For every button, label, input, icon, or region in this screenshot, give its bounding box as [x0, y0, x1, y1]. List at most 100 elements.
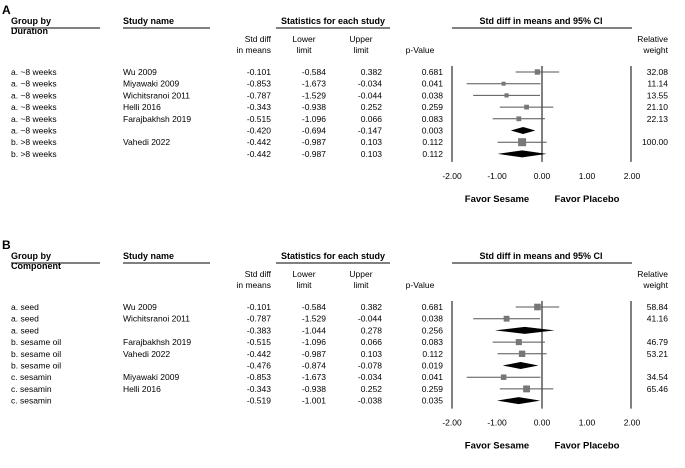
lower-limit-value: -0.938: [302, 384, 326, 394]
pooled-diamond: [497, 150, 547, 158]
p-value: 0.083: [422, 114, 444, 124]
smd-value: -0.515: [247, 337, 271, 347]
effect-marker: [515, 339, 522, 346]
upper-col-header: Upper: [349, 269, 372, 279]
forest-header: Std diff in means and 95% CI: [479, 251, 602, 261]
stats-header: Statistics for each study: [281, 16, 385, 26]
study-row: a. seed Wichitsranoi 2011 -0.787 -1.529 -0.0…: [11, 314, 668, 324]
group-label: a. ~8 weeks: [11, 79, 57, 89]
lower-limit-value: -0.938: [302, 102, 326, 112]
p-value: 0.038: [422, 314, 444, 324]
relative-weight: 41.16: [647, 314, 669, 324]
x-tick-label: 0.00: [534, 171, 551, 181]
lower-limit-value: -1.529: [302, 90, 326, 100]
group-label: a. ~8 weeks: [11, 90, 57, 100]
upper-limit-value: -0.044: [358, 314, 382, 324]
lower-limit-value: -1.529: [302, 314, 326, 324]
group-label: a. ~8 weeks: [11, 67, 57, 77]
study-row: b. sesame oil Farajbakhsh 2019 -0.515 -1.09…: [11, 337, 668, 347]
study-row: b. >8 weeks Vahedi 2022 -0.442 -0.987 0.103 0…: [11, 137, 668, 147]
relative-weight: 13.55: [647, 90, 669, 100]
smd-value: -0.787: [247, 90, 271, 100]
upper-col-header: Upper: [349, 34, 372, 44]
x-tick-label: 2.00: [624, 171, 641, 181]
group-label: a. seed: [11, 314, 39, 324]
panel-label: B: [2, 238, 11, 252]
pooled-diamond: [496, 397, 541, 405]
group-label: c. sesamin: [11, 384, 52, 394]
group-label: b. sesame oil: [11, 349, 61, 359]
group-label: c. sesamin: [11, 372, 52, 382]
effect-marker: [534, 303, 541, 311]
p-value: 0.019: [422, 361, 444, 371]
relative-weight: 21.10: [647, 102, 669, 112]
lower-limit-value: -1.001: [302, 396, 326, 406]
group-label: a. ~8 weeks: [11, 114, 57, 124]
relative-weight: 22.13: [647, 114, 669, 124]
x-tick-label: 0.00: [534, 418, 551, 428]
x-tick-label: -1.00: [487, 171, 507, 181]
lower-limit-value: -1.673: [302, 79, 326, 89]
effect-marker: [504, 93, 509, 98]
panel-label: A: [2, 3, 11, 17]
study-row: b. sesame oil Vahedi 2022 -0.442 -0.987 0.10…: [11, 349, 668, 359]
pooled-row: a. seed -0.383 -1.044 0.278 0.256: [11, 325, 555, 335]
study-row: a. ~8 weeks Miyawaki 2009 -0.853 -1.673 -0.0…: [11, 79, 668, 89]
smd-col-header: in means: [237, 45, 272, 55]
smd-value: -0.343: [247, 384, 271, 394]
study-name: Helli 2016: [123, 384, 161, 394]
smd-col-header: in means: [237, 280, 272, 290]
smd-value: -0.383: [247, 325, 271, 335]
study-name: Wichitsranoi 2011: [123, 90, 190, 100]
lower-limit-value: -1.673: [302, 372, 326, 382]
group-label: a. ~8 weeks: [11, 126, 57, 136]
upper-limit-value: -0.147: [358, 126, 382, 136]
effect-marker: [503, 315, 510, 322]
smd-value: -0.101: [247, 67, 271, 77]
study-name: Farajbakhsh 2019: [123, 337, 191, 347]
study-row: a. ~8 weeks Helli 2016 -0.343 -0.938 0.252 0.…: [11, 102, 668, 112]
study-row: c. sesamin Miyawaki 2009 -0.853 -1.673 -0.03…: [11, 372, 668, 382]
p-value: 0.112: [422, 149, 443, 159]
p-col-header: p-Value: [406, 45, 435, 55]
study-header: Study name: [123, 16, 174, 26]
effect-marker: [524, 104, 529, 110]
weight-col-header: weight: [642, 280, 668, 290]
lower-col-header: Lower: [292, 34, 315, 44]
weight-col-header: weight: [642, 45, 668, 55]
p-value: 0.003: [422, 126, 444, 136]
x-tick-label: -2.00: [442, 171, 462, 181]
pooled-diamond: [495, 326, 555, 334]
p-value: 0.035: [422, 396, 444, 406]
lower-limit-value: -0.987: [302, 349, 326, 359]
pooled-diamond: [502, 362, 539, 369]
favor-right-label: Favor Placebo: [555, 441, 620, 452]
p-value: 0.112: [422, 137, 443, 147]
weight-col-header: Relative: [637, 269, 668, 279]
pooled-row: a. ~8 weeks -0.420 -0.694 -0.147 0.003: [11, 126, 536, 136]
upper-limit-value: 0.382: [361, 302, 383, 312]
p-value: 0.259: [422, 102, 444, 112]
lower-col-header: limit: [296, 280, 312, 290]
group-header: Group by: [11, 16, 51, 26]
relative-weight: 11.14: [647, 79, 668, 89]
pooled-row: b. sesame oil -0.476 -0.874 -0.078 0.019: [11, 361, 539, 371]
study-row: c. sesamin Helli 2016 -0.343 -0.938 0.252 0.2…: [11, 384, 668, 394]
smd-value: -0.442: [247, 137, 271, 147]
stats-header: Statistics for each study: [281, 251, 385, 261]
smd-value: -0.519: [247, 396, 271, 406]
lower-limit-value: -0.987: [302, 149, 326, 159]
group-header-sub: Duration: [11, 26, 48, 36]
effect-marker: [518, 350, 526, 357]
smd-col-header: Std diff: [245, 269, 272, 279]
group-label: b. >8 weeks: [11, 137, 57, 147]
p-value: 0.041: [422, 79, 444, 89]
pooled-row: c. sesamin -0.519 -1.001 -0.038 0.035: [11, 396, 541, 406]
lower-col-header: limit: [296, 45, 312, 55]
smd-value: -0.853: [247, 79, 271, 89]
study-row: a. ~8 weeks Wu 2009 -0.101 -0.584 0.382 0.681…: [11, 67, 668, 77]
upper-limit-value: -0.034: [358, 79, 382, 89]
study-name: Farajbakhsh 2019: [123, 114, 191, 124]
